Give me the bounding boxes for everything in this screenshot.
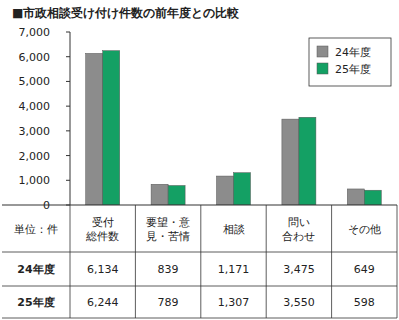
table-value: 1,307: [218, 296, 250, 309]
table-rule: [2, 286, 397, 287]
table-rule: [2, 318, 397, 319]
chart-root: ■市政相談受け付け件数の前年度との比較01,0002,0003,0004,000…: [0, 0, 399, 320]
table-col-rule: [331, 205, 332, 318]
y-tick-label: 2,000: [19, 150, 51, 163]
table-value: 3,475: [283, 263, 315, 276]
table-value: 789: [158, 296, 179, 309]
y-tick-label: 6,000: [19, 51, 51, 64]
category-label: 相談: [223, 223, 245, 236]
y-tick-label: 7,000: [19, 26, 51, 39]
bar: [168, 186, 185, 205]
y-tick: [66, 81, 70, 82]
y-tick: [66, 106, 70, 107]
bar: [364, 190, 381, 205]
table-rule: [2, 204, 397, 205]
table-value: 649: [354, 263, 375, 276]
table-col-rule: [397, 205, 398, 318]
table-col-rule: [70, 205, 71, 318]
chart: ■市政相談受け付け件数の前年度との比較01,0002,0003,0004,000…: [0, 0, 399, 320]
title: ■市政相談受け付け件数の前年度との比較: [12, 6, 240, 20]
table-value: 3,550: [283, 296, 315, 309]
row-label: 24年度: [17, 263, 54, 276]
legend-label: 24年度: [335, 46, 371, 59]
table-value: 598: [354, 296, 375, 309]
table-value: 6,134: [87, 263, 119, 276]
y-tick: [66, 180, 70, 181]
category-label: その他: [348, 223, 381, 236]
bar: [103, 51, 120, 205]
table-col-rule: [266, 205, 267, 318]
table-value: 839: [158, 263, 179, 276]
bar: [234, 173, 251, 205]
legend-swatch: [317, 63, 328, 74]
y-tick-label: 1,000: [19, 174, 51, 187]
bar: [151, 184, 168, 205]
bar: [347, 189, 364, 205]
table-col-rule: [135, 205, 136, 318]
bar: [86, 53, 103, 205]
y-tick-label: 3,000: [19, 125, 51, 138]
table-col-rule: [200, 205, 201, 318]
y-tick-label: 4,000: [19, 100, 51, 113]
y-tick: [66, 130, 70, 131]
category-label: 受付総件数: [85, 216, 119, 243]
legend-swatch: [317, 46, 328, 57]
row-label: 25年度: [17, 296, 54, 309]
y-tick: [66, 155, 70, 156]
unit-label: 単位：件: [14, 223, 58, 236]
bars: [86, 51, 382, 205]
table-rule: [2, 252, 397, 253]
bar: [282, 119, 299, 205]
y-tick-label: 5,000: [19, 75, 51, 88]
category-label: 問い合わせ: [282, 216, 315, 243]
bar: [299, 117, 316, 205]
table-value: 6,244: [87, 296, 119, 309]
y-tick: [66, 32, 70, 33]
category-label: 要望・意見・苦情: [146, 216, 190, 243]
y-axis: [70, 32, 71, 205]
legend-box: [309, 38, 391, 86]
table-value: 1,171: [218, 263, 250, 276]
bar: [217, 176, 234, 205]
y-tick: [66, 56, 70, 57]
legend-label: 25年度: [335, 63, 371, 76]
